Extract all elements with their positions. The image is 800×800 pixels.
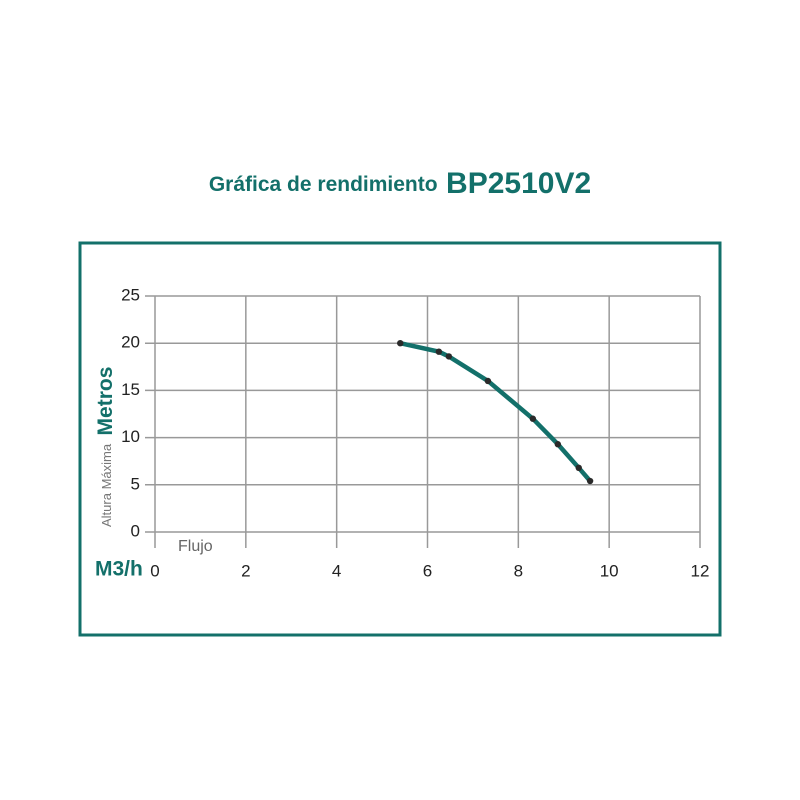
frame bbox=[78, 241, 722, 637]
data-point bbox=[445, 353, 453, 360]
x-tick-label: 8 bbox=[514, 561, 523, 580]
y-tick-label: 10 bbox=[121, 427, 140, 446]
model-text: BP2510V2 bbox=[446, 167, 591, 200]
data-point bbox=[484, 377, 492, 385]
data-line bbox=[398, 340, 593, 484]
x-tick-label: 4 bbox=[332, 561, 341, 580]
y-tick-label: 20 bbox=[121, 333, 140, 352]
title-text: Gráfica de rendimiento bbox=[209, 173, 438, 196]
y-axis-label: Altura Máxima Metros bbox=[94, 367, 117, 527]
data-point bbox=[554, 441, 562, 448]
y-tick-label: 0 bbox=[131, 521, 140, 540]
data-point bbox=[529, 415, 537, 422]
y-unit-text: Metros bbox=[94, 367, 117, 436]
y-tick-label: 25 bbox=[121, 285, 140, 304]
data-point bbox=[575, 464, 582, 472]
data-point bbox=[397, 340, 404, 347]
x-unit: M3/h bbox=[95, 558, 143, 581]
y-label-text: Altura Máxima bbox=[99, 443, 114, 527]
data-point bbox=[435, 348, 443, 355]
data-point bbox=[586, 477, 594, 485]
y-tick-label: 5 bbox=[131, 474, 140, 493]
x-axis-label: Flujo bbox=[178, 538, 213, 555]
chart-title: Gráfica de rendimiento BP2510V2 bbox=[209, 167, 591, 200]
x-tick-label: 10 bbox=[600, 561, 619, 580]
x-tick-label: 12 bbox=[691, 561, 710, 580]
x-tick-label: 6 bbox=[423, 561, 432, 580]
y-tick-label: 15 bbox=[121, 380, 140, 399]
x-tick-label: 0 bbox=[150, 561, 159, 580]
x-tick-label: 2 bbox=[241, 561, 250, 580]
